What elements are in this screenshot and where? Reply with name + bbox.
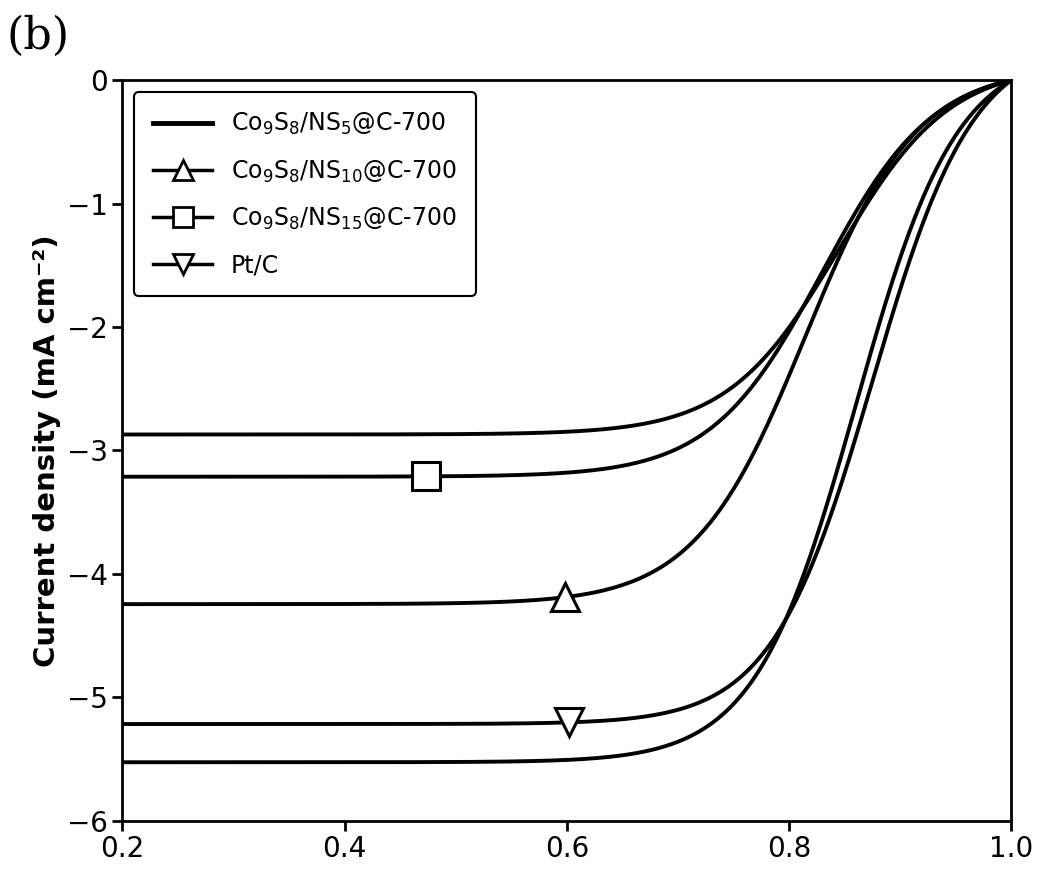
Y-axis label: Current density (mA cm⁻²): Current density (mA cm⁻²): [34, 234, 61, 667]
Legend: Co$_9$S$_8$/NS$_5$@C-700, Co$_9$S$_8$/NS$_{10}$@C-700, Co$_9$S$_8$/NS$_{15}$@C-7: Co$_9$S$_8$/NS$_5$@C-700, Co$_9$S$_8$/NS…: [134, 92, 476, 296]
Text: (b): (b): [7, 15, 70, 58]
